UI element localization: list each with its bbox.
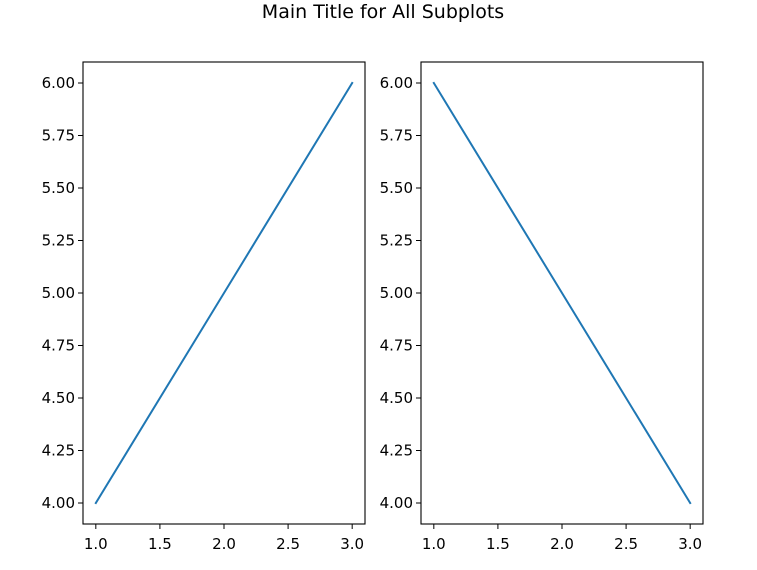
y-tick-label: 4.00 (42, 494, 75, 512)
y-tick-label: 5.00 (380, 284, 413, 302)
figure-title: Main Title for All Subplots (262, 1, 504, 23)
y-tick-label: 5.50 (380, 179, 413, 197)
y-tick-label: 5.50 (42, 179, 75, 197)
y-tick-label: 6.00 (42, 74, 75, 92)
y-tick-label: 5.75 (42, 127, 75, 145)
y-tick-label: 4.25 (42, 442, 75, 460)
x-tick-label: 3.0 (678, 535, 702, 553)
y-tick-label: 5.25 (42, 232, 75, 250)
y-tick-label: 5.00 (42, 284, 75, 302)
x-tick-label: 1.5 (148, 535, 172, 553)
subplot-left: 1.0 1.5 2.0 2.5 3.0 4.00 4.25 4.50 4.75 5.00 5.25 5… (42, 61, 366, 553)
series-line-0 (432, 81, 692, 505)
x-tick-label: 1.0 (422, 535, 446, 553)
y-tick-label: 4.50 (42, 389, 75, 407)
x-tick-label: 3.0 (340, 535, 364, 553)
y-tick-label: 4.25 (380, 442, 413, 460)
y-tick-label: 6.00 (380, 74, 413, 92)
y-tick-label: 4.75 (42, 337, 75, 355)
x-tick-label: 1.5 (486, 535, 510, 553)
y-tick-label: 5.25 (380, 232, 413, 250)
series-line-0 (94, 81, 354, 505)
y-tick-label: 4.75 (380, 337, 413, 355)
y-tick-label: 5.75 (380, 127, 413, 145)
y-tick-label: 4.50 (380, 389, 413, 407)
x-tick-label: 1.0 (84, 535, 108, 553)
y-tick-label: 4.00 (380, 494, 413, 512)
x-tick-label: 2.0 (212, 535, 236, 553)
x-tick-label: 2.5 (614, 535, 638, 553)
x-tick-label: 2.5 (276, 535, 300, 553)
subplot-right: 1.0 1.5 2.0 2.5 3.0 4.00 4.25 4.50 4.75 5.00 5.25 5… (380, 61, 704, 553)
x-tick-label: 2.0 (550, 535, 574, 553)
